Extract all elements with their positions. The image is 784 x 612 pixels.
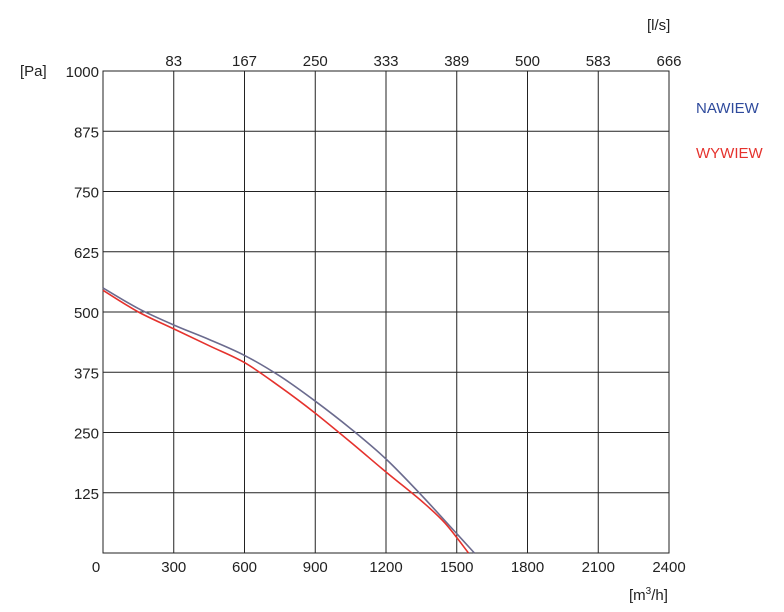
y-tick-label: 125 xyxy=(74,486,99,503)
x-axis-label: [m3/h] xyxy=(629,586,668,604)
x-tick-label: 2100 xyxy=(582,559,615,576)
x-top-tick-label: 83 xyxy=(165,53,182,70)
legend: NAWIEW WYWIEW xyxy=(696,100,763,162)
y-tick-label: 625 xyxy=(74,245,99,262)
y-tick-label: 500 xyxy=(74,305,99,322)
x-axis-label-base: [m xyxy=(629,587,646,604)
series-line-nawiew xyxy=(102,287,475,554)
y-tick-label: 875 xyxy=(74,124,99,141)
x-tick-label: 900 xyxy=(303,559,328,576)
y-tick-label: 250 xyxy=(74,426,99,443)
x-top-tick-label: 583 xyxy=(586,53,611,70)
x-tick-label: 2400 xyxy=(652,559,685,576)
y-tick-labels: 1000 875 750 625 500 375 250 125 xyxy=(66,64,99,503)
x-top-axis-label: [l/s] xyxy=(647,17,670,34)
y-tick-label: 375 xyxy=(74,365,99,382)
series-curves xyxy=(102,287,475,554)
legend-entry-nawiew: NAWIEW xyxy=(696,100,760,117)
x-tick-label: 1500 xyxy=(440,559,473,576)
x-tick-label: 1200 xyxy=(369,559,402,576)
x-top-tick-labels: 83 167 250 333 389 500 583 666 xyxy=(165,53,681,70)
legend-entry-wywiew: WYWIEW xyxy=(696,145,763,162)
y-axis-label: [Pa] xyxy=(20,63,47,80)
x-top-tick-label: 250 xyxy=(303,53,328,70)
x-axis-label-end: /h] xyxy=(651,587,668,604)
series-line-wywiew xyxy=(102,289,470,554)
x-tick-label: 600 xyxy=(232,559,257,576)
plot-frame xyxy=(102,70,670,554)
x-tick-label: 1800 xyxy=(511,559,544,576)
y-tick-label: 750 xyxy=(74,185,99,202)
y-tick-label: 1000 xyxy=(66,64,99,81)
x-top-tick-label: 666 xyxy=(656,53,681,70)
x-top-tick-label: 167 xyxy=(232,53,257,70)
grid-lines xyxy=(103,71,669,553)
x-tick-labels: 0 300 600 900 1200 1500 1800 2100 2400 xyxy=(92,559,686,576)
x-tick-label: 0 xyxy=(92,559,100,576)
x-top-tick-label: 333 xyxy=(373,53,398,70)
x-tick-label: 300 xyxy=(161,559,186,576)
x-top-tick-label: 500 xyxy=(515,53,540,70)
x-axis-label-superscript: 3 xyxy=(646,586,652,597)
x-top-tick-label: 389 xyxy=(444,53,469,70)
